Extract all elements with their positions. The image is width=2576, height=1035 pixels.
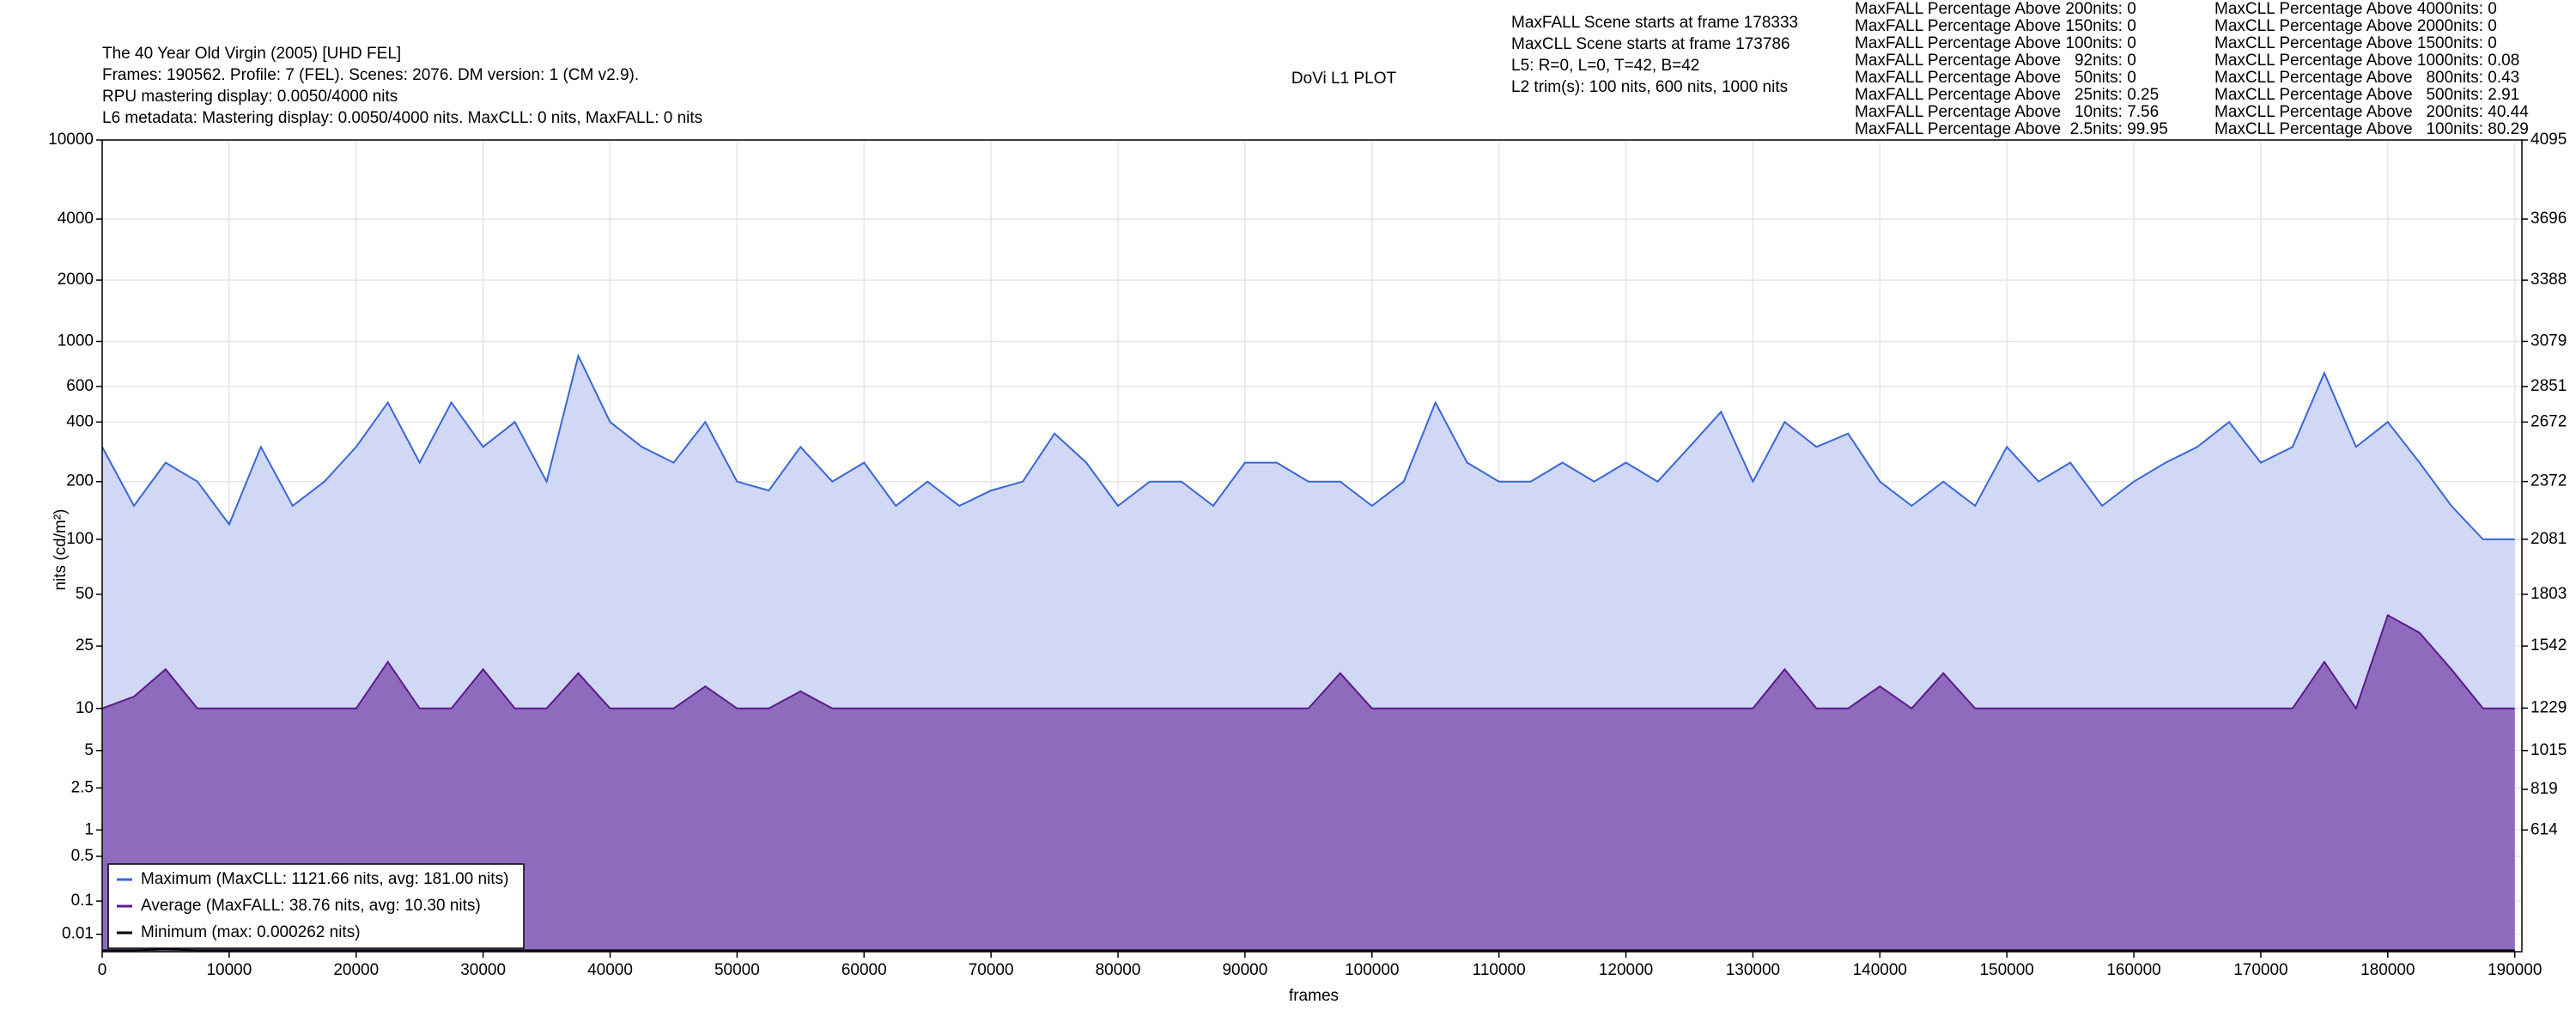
maxcll-stat: MaxCLL Percentage Above 1500nits: 0 [2215, 34, 2497, 52]
maxfall-stat: MaxFALL Percentage Above 200nits: 0 [1855, 0, 2136, 18]
info-line: L5: R=0, L=0, T=42, B=42 [1511, 57, 1699, 75]
maxcll-stat: MaxCLL Percentage Above 100nits: 80.29 [2215, 120, 2529, 138]
y-tick-label: 1000 [58, 332, 94, 350]
y2-tick-label: 2081 [2530, 530, 2567, 548]
info-line: MaxFALL Scene starts at frame 178333 [1511, 14, 1798, 32]
y-tick-label: 10000 [48, 131, 94, 149]
series-line [101, 613, 2515, 711]
y-tick-label: 100 [66, 530, 94, 548]
y-tick-label: 400 [66, 412, 94, 430]
y2-tick-label: 1542 [2530, 636, 2567, 654]
y2-tick-label: 614 [2530, 820, 2558, 838]
y2-tick-label: 2672 [2530, 412, 2567, 430]
x-tick-label: 170000 [2233, 961, 2287, 979]
maxcll-stat: MaxCLL Percentage Above 2000nits: 0 [2215, 17, 2497, 35]
x-tick-label: 0 [98, 961, 107, 979]
y2-tick-label: 1229 [2530, 698, 2567, 716]
plot-title: DoVi L1 PLOT [1291, 70, 1397, 88]
y-tick-label: 0.01 [62, 925, 94, 943]
x-tick-label: 90000 [1222, 961, 1267, 979]
x-tick-label: 150000 [1979, 961, 2033, 979]
maxcll-stat: MaxCLL Percentage Above 1000nits: 0.08 [2215, 52, 2519, 70]
x-tick-label: 30000 [460, 961, 506, 979]
maxfall-stat: MaxFALL Percentage Above 50nits: 0 [1855, 69, 2136, 87]
y-tick-label: 0.5 [71, 847, 94, 865]
x-tick-label: 40000 [587, 961, 633, 979]
header-line: Frames: 190562. Profile: 7 (FEL). Scenes… [102, 66, 639, 84]
x-tick-label: 60000 [841, 961, 887, 979]
y-tick-label: 5 [84, 741, 94, 759]
maxfall-stat: MaxFALL Percentage Above 25nits: 0.25 [1855, 86, 2159, 104]
maxfall-stat: MaxFALL Percentage Above 92nits: 0 [1855, 52, 2136, 70]
x-tick-label: 50000 [714, 961, 760, 979]
header-line: RPU mastering display: 0.0050/4000 nits [102, 88, 398, 106]
y2-tick-label: 1015 [2530, 741, 2567, 759]
x-tick-label: 70000 [969, 961, 1014, 979]
x-tick-label: 10000 [206, 961, 252, 979]
x-tick-label: 180000 [2360, 961, 2415, 979]
x-axis-label: frames [1289, 987, 1339, 1005]
x-tick-label: 20000 [333, 961, 379, 979]
y2-tick-label: 819 [2530, 780, 2558, 798]
y-tick-label: 10 [76, 699, 94, 717]
x-tick-label: 160000 [2106, 961, 2160, 979]
info-line: L2 trim(s): 100 nits, 600 nits, 1000 nit… [1511, 78, 1788, 96]
y2-tick-label: 3079 [2530, 332, 2567, 350]
y-tick-label: 2000 [58, 271, 94, 289]
series-line [102, 948, 2515, 952]
header-line: L6 metadata: Mastering display: 0.0050/4… [102, 109, 702, 127]
maxfall-stat: MaxFALL Percentage Above 10nits: 7.56 [1855, 103, 2159, 121]
info-line: MaxCLL Scene starts at frame 173786 [1511, 35, 1790, 53]
y-tick-label: 25 [76, 636, 94, 654]
y-tick-label: 1 [84, 820, 94, 838]
x-tick-label: 120000 [1599, 961, 1653, 979]
maxcll-stat: MaxCLL Percentage Above 500nits: 2.91 [2215, 86, 2519, 104]
y2-tick-label: 2372 [2530, 472, 2567, 490]
legend-label: Maximum (MaxCLL: 1121.66 nits, avg: 181.… [141, 870, 508, 888]
y-tick-label: 50 [76, 585, 94, 603]
legend-label: Minimum (max: 0.000262 nits) [141, 923, 361, 941]
legend-box [107, 863, 525, 949]
x-tick-label: 110000 [1473, 961, 1526, 979]
y2-tick-label: 4095 [2530, 131, 2567, 149]
series-line [101, 353, 2515, 540]
y2-tick-label: 3696 [2530, 210, 2567, 228]
y-tick-label: 200 [66, 472, 94, 490]
maxfall-stat: MaxFALL Percentage Above 100nits: 0 [1855, 34, 2136, 52]
maxcll-stat: MaxCLL Percentage Above 4000nits: 0 [2215, 0, 2497, 18]
plot-frame [101, 139, 2523, 953]
y-tick-label: 600 [66, 377, 94, 395]
maxcll-stat: MaxCLL Percentage Above 200nits: 40.44 [2215, 103, 2529, 121]
y2-tick-label: 2851 [2530, 377, 2567, 395]
legend-label: Average (MaxFALL: 38.76 nits, avg: 10.30… [141, 897, 481, 915]
x-tick-label: 130000 [1726, 961, 1780, 979]
y-tick-label: 0.1 [71, 892, 94, 910]
y-axis-label: nits (cd/m²) [52, 509, 70, 591]
series-area [102, 615, 2515, 952]
maxfall-stat: MaxFALL Percentage Above 2.5nits: 99.95 [1855, 120, 2168, 138]
maxcll-stat: MaxCLL Percentage Above 800nits: 0.43 [2215, 69, 2519, 87]
x-tick-label: 100000 [1345, 961, 1399, 979]
x-tick-label: 190000 [2488, 961, 2542, 979]
x-tick-label: 140000 [1853, 961, 1907, 979]
y2-tick-label: 3388 [2530, 271, 2567, 289]
x-tick-label: 80000 [1096, 961, 1141, 979]
maxfall-stat: MaxFALL Percentage Above 150nits: 0 [1855, 17, 2136, 35]
y2-tick-label: 1803 [2530, 585, 2567, 603]
chart-title: The 40 Year Old Virgin (2005) [UHD FEL] [102, 45, 401, 63]
y-tick-label: 4000 [58, 210, 94, 228]
y-tick-label: 2.5 [71, 778, 94, 796]
